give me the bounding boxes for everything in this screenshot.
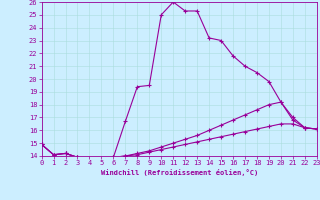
X-axis label: Windchill (Refroidissement éolien,°C): Windchill (Refroidissement éolien,°C) [100, 169, 258, 176]
